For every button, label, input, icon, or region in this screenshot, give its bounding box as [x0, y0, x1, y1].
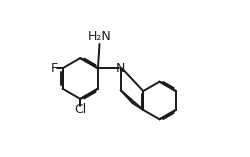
Text: N: N: [116, 62, 126, 75]
Text: H₂N: H₂N: [87, 30, 111, 43]
Text: F: F: [50, 62, 58, 75]
Text: Cl: Cl: [74, 103, 86, 116]
